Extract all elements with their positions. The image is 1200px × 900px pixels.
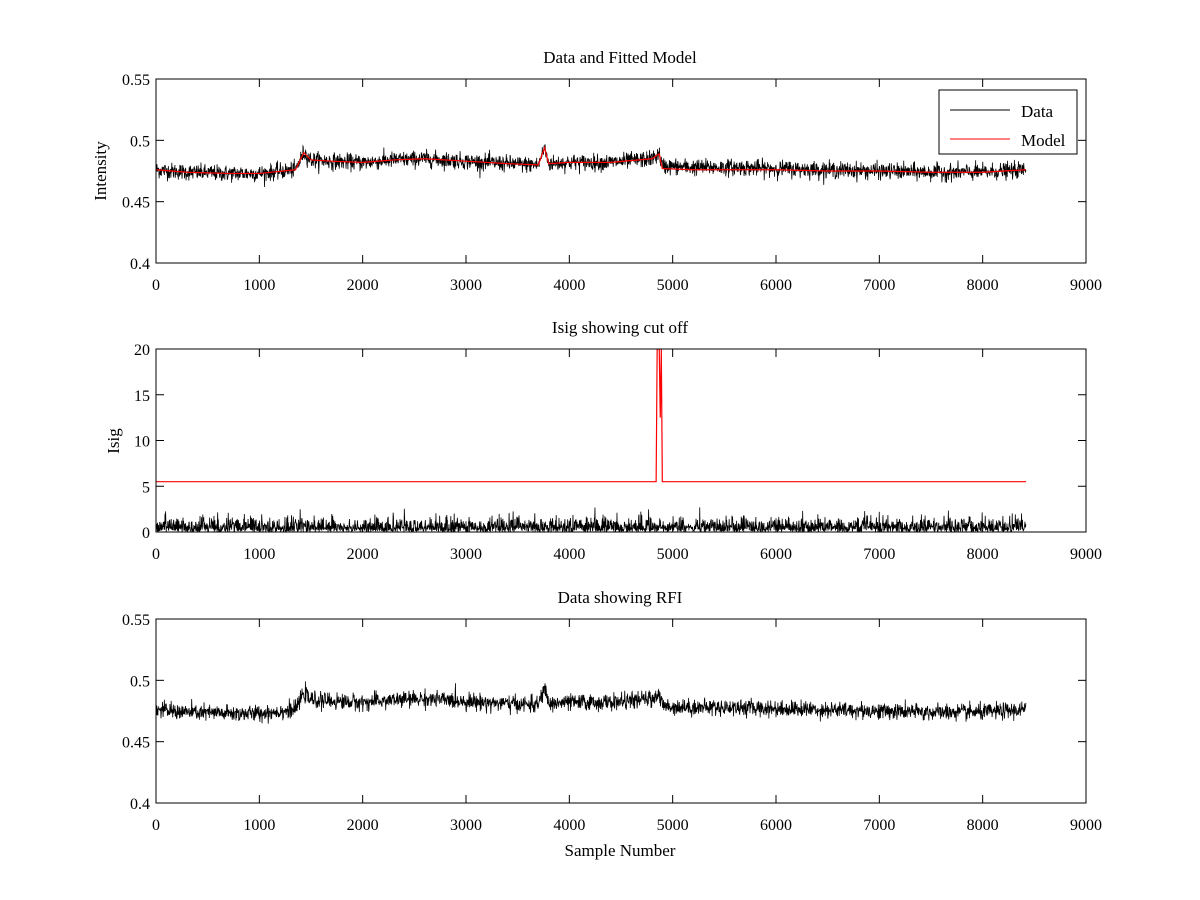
x-tick-label: 1000 [243,546,275,563]
x-tick-label: 2000 [347,277,379,294]
panel-2-series-cut-off [156,349,1027,483]
x-tick-label: 7000 [863,546,895,563]
x-tick-label: 6000 [760,277,792,294]
y-tick-label: 0.45 [122,195,150,212]
panel-data-and-model: Data and Fitted Model Intensity 0 1000 200… [91,48,1102,294]
y-tick-label: 15 [134,388,150,405]
panel-1-legend: Data Model [938,89,1078,155]
panel-1-series-model [156,145,1027,175]
y-tick-label: 0.5 [130,673,150,690]
y-tick-label: 20 [134,342,150,359]
x-tick-label: 7000 [863,817,895,834]
x-tick-label: 0 [152,277,160,294]
panel-2-title: Isig showing cut off [552,318,688,337]
panel-1-plot-area: 0 1000 2000 3000 4000 5000 6000 7000 8000 9000 0.4… [122,72,1102,294]
x-tick-label: 8000 [967,277,999,294]
panel-1-title: Data and Fitted Model [543,48,697,67]
panel-isig-cutoff: Isig showing cut off Isig 0 1000 2000 3000 4… [104,318,1102,563]
panel-1-frame [155,78,1087,264]
legend-model-label: Model [1021,131,1066,150]
x-tick-label: 2000 [347,546,379,563]
panel-2-series-isig [156,507,1027,532]
x-tick-label: 5000 [657,277,689,294]
x-tick-label: 8000 [967,546,999,563]
panel-3-frame [155,618,1087,804]
y-tick-label: 0.45 [122,735,150,752]
panel-3-title: Data showing RFI [558,588,683,607]
x-tick-label: 3000 [450,546,482,563]
x-tick-label: 4000 [553,817,585,834]
x-tick-label: 5000 [657,546,689,563]
y-tick-label: 0.4 [130,256,150,273]
y-tick-label: 0.5 [130,133,150,150]
x-tick-label: 9000 [1070,277,1102,294]
x-tick-label: 0 [152,546,160,563]
x-tick-label: 5000 [657,817,689,834]
x-tick-label: 6000 [760,817,792,834]
x-tick-label: 1000 [243,817,275,834]
x-tick-label: 0 [152,817,160,834]
x-tick-label: 6000 [760,546,792,563]
y-tick-label: 0.4 [130,796,150,813]
x-tick-label: 8000 [967,817,999,834]
legend-box [938,89,1078,155]
y-tick-label: 10 [134,434,150,451]
x-tick-label: 4000 [553,277,585,294]
panel-3-series-data [156,681,1027,724]
legend-data-label: Data [1021,102,1054,121]
y-tick-label: 0 [142,525,150,542]
panel-3-xlabel: Sample Number [565,841,676,860]
x-tick-label: 9000 [1070,546,1102,563]
x-tick-label: 4000 [553,546,585,563]
x-tick-label: 3000 [450,817,482,834]
panel-2-ylabel: Isig [104,428,123,454]
panel-3-plot-area: 0 1000 2000 3000 4000 5000 6000 7000 8000 9000 0.4… [122,612,1102,834]
y-tick-label: 0.55 [122,612,150,629]
panel-1-ylabel: Intensity [91,141,110,201]
y-tick-label: 5 [142,479,150,496]
x-tick-label: 2000 [347,817,379,834]
x-tick-label: 9000 [1070,817,1102,834]
x-tick-label: 7000 [863,277,895,294]
panel-data-rfi: Data showing RFI Sample Number 0 1000 2000… [122,588,1102,860]
panel-2-plot-area: 0 1000 2000 3000 4000 5000 6000 7000 8000 9000 0 5 1… [134,342,1102,563]
x-tick-label: 3000 [450,277,482,294]
x-tick-label: 1000 [243,277,275,294]
y-tick-label: 0.55 [122,72,150,89]
